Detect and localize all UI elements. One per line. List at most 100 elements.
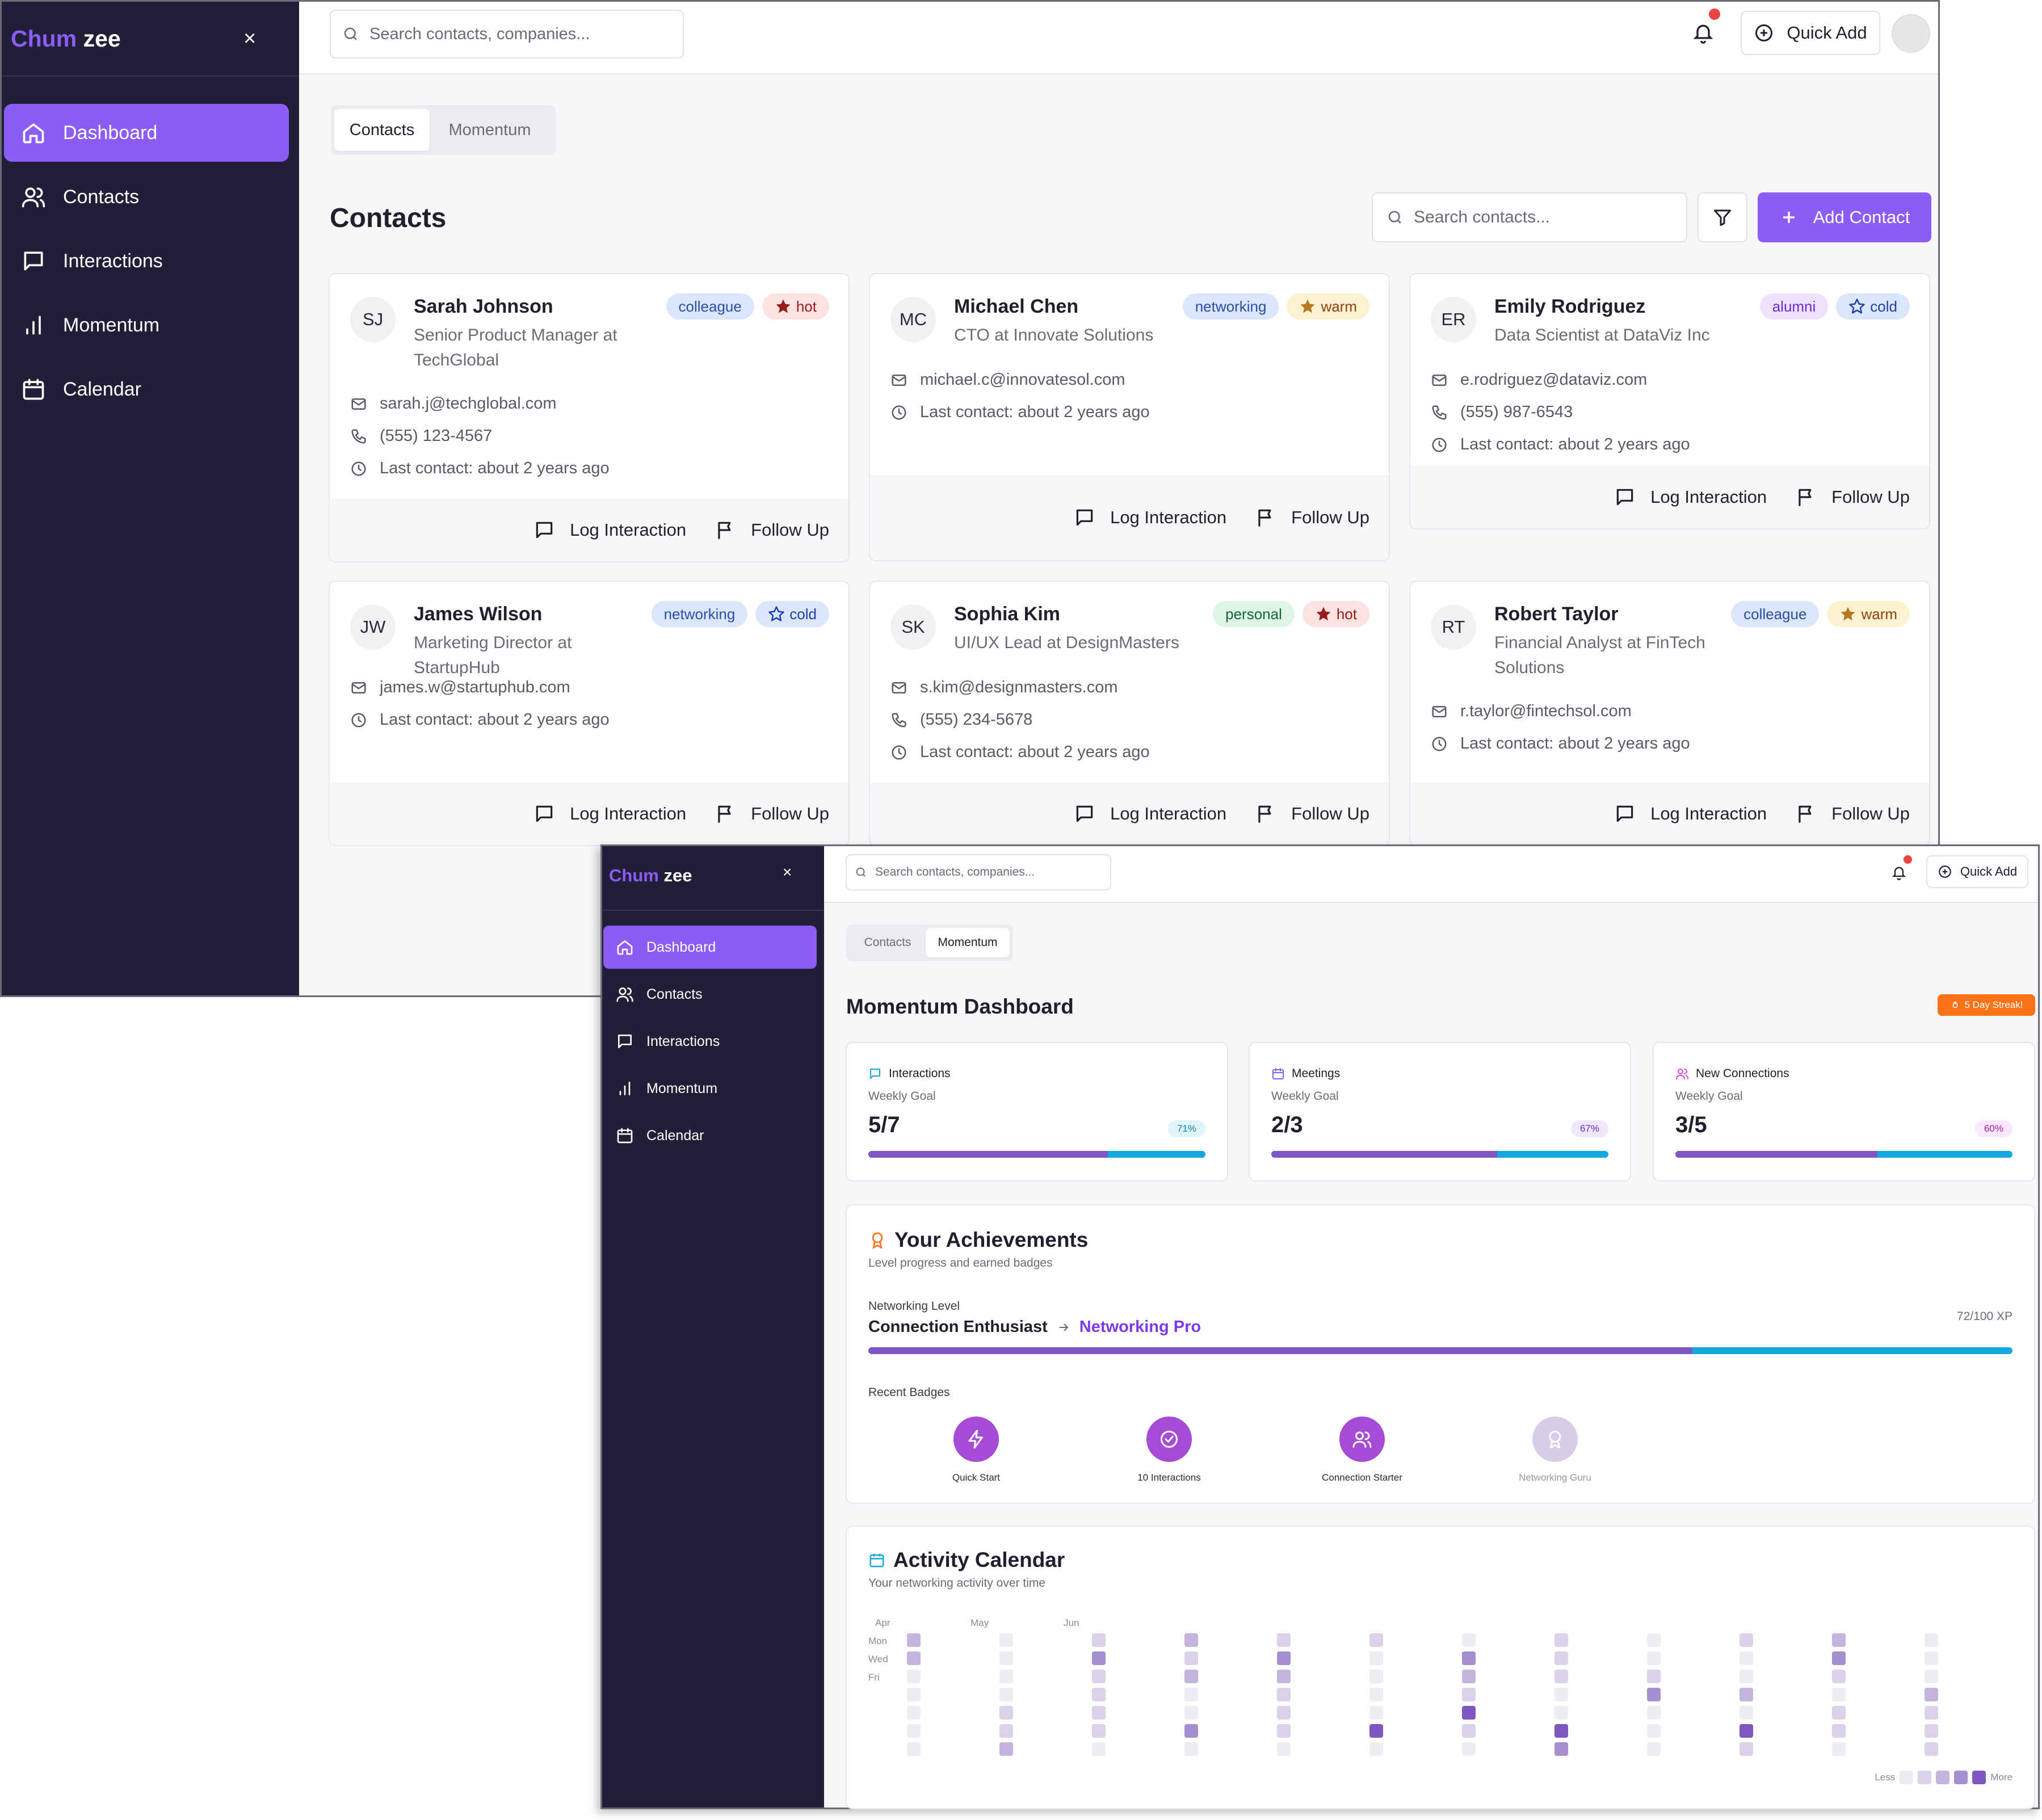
calendar-cell[interactable] [999,1651,1013,1665]
calendar-cell[interactable] [1647,1670,1661,1683]
log-interaction-button[interactable]: Log Interaction [533,803,686,825]
contact-card[interactable]: SJ Sarah Johnson Senior Product Manager at… [329,273,850,562]
contact-card[interactable]: SK Sophia Kim UI/UX Lead at DesignMasters p… [869,581,1390,846]
calendar-cell[interactable] [1925,1688,1938,1701]
calendar-cell[interactable] [1184,1706,1198,1720]
app-logo[interactable]: Chum zee [609,865,692,885]
notifications-button[interactable] [1692,9,1720,46]
calendar-cell[interactable] [1092,1706,1106,1720]
badge-10-interactions[interactable]: 10 Interactions [1112,1417,1226,1483]
calendar-cell[interactable] [1277,1706,1291,1720]
sidebar-item-dashboard[interactable]: Dashboard [4,104,289,162]
calendar-cell[interactable] [1462,1724,1476,1738]
log-interaction-button[interactable]: Log Interaction [1074,507,1226,528]
calendar-cell[interactable] [1369,1670,1383,1683]
calendar-cell[interactable] [1647,1633,1661,1647]
calendar-cell[interactable] [1832,1670,1846,1683]
calendar-cell[interactable] [1832,1688,1846,1701]
log-interaction-button[interactable]: Log Interaction [1614,803,1767,825]
tab-contacts[interactable]: Contacts [334,109,430,151]
calendar-cell[interactable] [1647,1706,1661,1720]
log-interaction-button[interactable]: Log Interaction [533,519,686,541]
calendar-cell[interactable] [1184,1670,1198,1683]
contact-name[interactable]: Sarah Johnson [414,296,553,317]
contact-name[interactable]: Michael Chen [954,296,1079,317]
calendar-cell[interactable] [1184,1724,1198,1738]
contact-card[interactable]: MC Michael Chen CTO at Innovate Solutions n… [869,273,1390,561]
badge-quick-start[interactable]: Quick Start [919,1417,1033,1483]
sidebar-item-calendar[interactable]: Calendar [603,1114,817,1157]
calendar-cell[interactable] [1277,1688,1291,1701]
calendar-cell[interactable] [1369,1742,1383,1756]
calendar-cell[interactable] [1184,1742,1198,1756]
sidebar-item-momentum[interactable]: Momentum [4,296,289,354]
calendar-cell[interactable] [1369,1651,1383,1665]
calendar-cell[interactable] [907,1724,921,1738]
global-search-input[interactable]: Search contacts, companies... [846,854,1111,890]
quick-add-button[interactable]: Quick Add [1741,11,1880,55]
quick-add-button[interactable]: Quick Add [1926,855,2028,888]
calendar-cell[interactable] [1554,1670,1568,1683]
calendar-cell[interactable] [1184,1688,1198,1701]
contact-name[interactable]: Emily Rodriguez [1494,296,1646,317]
calendar-cell[interactable] [1925,1724,1938,1738]
badge-connection-starter[interactable]: Connection Starter [1305,1417,1419,1483]
calendar-cell[interactable] [1277,1633,1291,1647]
global-search-input[interactable]: Search contacts, companies... [330,10,684,58]
sidebar-item-contacts[interactable]: Contacts [603,973,817,1016]
log-interaction-button[interactable]: Log Interaction [1074,803,1226,825]
calendar-cell[interactable] [1554,1688,1568,1701]
tab-contacts[interactable]: Contacts [864,936,911,949]
calendar-cell[interactable] [1740,1651,1753,1665]
filter-button[interactable] [1698,192,1747,242]
sidebar-item-dashboard[interactable]: Dashboard [603,926,817,969]
calendar-cell[interactable] [999,1706,1013,1720]
calendar-cell[interactable] [1462,1651,1476,1665]
close-sidebar-button[interactable]: × [243,27,257,51]
calendar-cell[interactable] [1184,1651,1198,1665]
follow-up-button[interactable]: Follow Up [715,803,829,825]
calendar-cell[interactable] [907,1742,921,1756]
calendar-cell[interactable] [999,1633,1013,1647]
calendar-cell[interactable] [1925,1670,1938,1683]
calendar-cell[interactable] [1277,1670,1291,1683]
calendar-cell[interactable] [1647,1724,1661,1738]
calendar-cell[interactable] [1092,1670,1106,1683]
calendar-cell[interactable] [1184,1633,1198,1647]
calendar-cell[interactable] [1462,1706,1476,1720]
sidebar-item-interactions[interactable]: Interactions [603,1020,817,1063]
calendar-cell[interactable] [1462,1688,1476,1701]
notifications-button[interactable] [1891,855,1912,881]
log-interaction-button[interactable]: Log Interaction [1614,486,1767,508]
calendar-cell[interactable] [1832,1742,1846,1756]
follow-up-button[interactable]: Follow Up [715,519,829,541]
follow-up-button[interactable]: Follow Up [1255,507,1369,528]
contact-card[interactable]: JW James Wilson Marketing Director at Star… [329,581,850,846]
calendar-cell[interactable] [999,1742,1013,1756]
tab-momentum[interactable]: Momentum [926,928,1010,957]
calendar-cell[interactable] [1277,1742,1291,1756]
contact-card[interactable]: RT Robert Taylor Financial Analyst at FinT… [1409,581,1930,846]
calendar-cell[interactable] [1925,1651,1938,1665]
calendar-cell[interactable] [907,1706,921,1720]
calendar-cell[interactable] [1554,1724,1568,1738]
calendar-cell[interactable] [1369,1688,1383,1701]
calendar-cell[interactable] [1092,1688,1106,1701]
contact-name[interactable]: Robert Taylor [1494,603,1619,625]
calendar-cell[interactable] [1925,1633,1938,1647]
calendar-cell[interactable] [1647,1651,1661,1665]
calendar-cell[interactable] [999,1670,1013,1683]
calendar-cell[interactable] [1369,1706,1383,1720]
add-contact-button[interactable]: Add Contact [1758,192,1931,242]
badge-networking-guru[interactable]: Networking Guru [1498,1417,1612,1483]
calendar-cell[interactable] [1832,1706,1846,1720]
calendar-cell[interactable] [1832,1633,1846,1647]
calendar-cell[interactable] [1462,1633,1476,1647]
calendar-cell[interactable] [907,1670,921,1683]
calendar-cell[interactable] [1369,1633,1383,1647]
calendar-cell[interactable] [1369,1724,1383,1738]
calendar-cell[interactable] [1462,1670,1476,1683]
calendar-cell[interactable] [1647,1688,1661,1701]
calendar-cell[interactable] [1092,1651,1106,1665]
tab-momentum[interactable]: Momentum [448,120,531,139]
